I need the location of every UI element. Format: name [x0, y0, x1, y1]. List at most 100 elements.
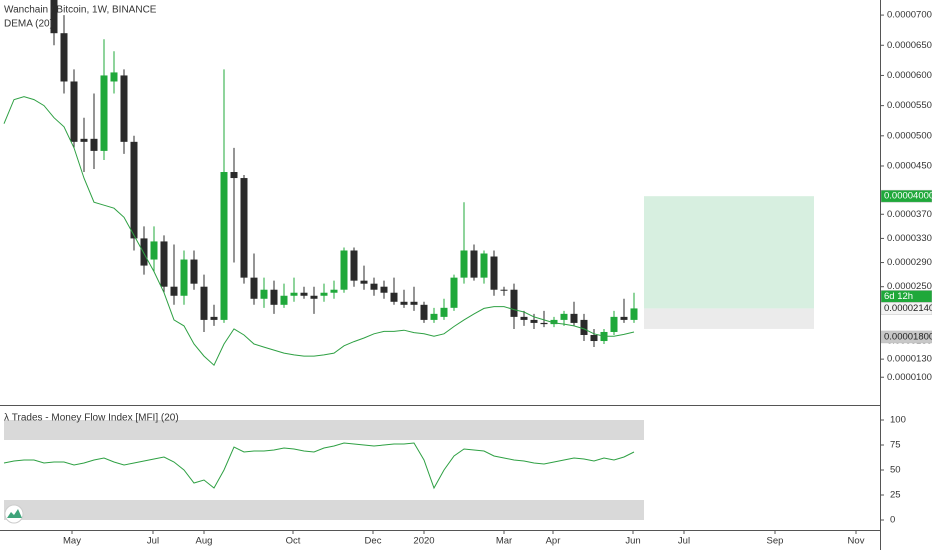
band: [4, 500, 644, 520]
x-tick-label: Aug: [196, 536, 213, 547]
stop-tag: 0.00001800: [884, 331, 932, 342]
candle-body: [400, 301, 408, 305]
candle-body: [70, 81, 78, 142]
y-tick-label: 50: [890, 465, 901, 476]
price-pane: [3, 0, 814, 367]
candle-body: [480, 253, 488, 278]
candle-body: [610, 316, 618, 332]
x-tick-label: Jul: [678, 536, 690, 547]
candle-body: [340, 250, 348, 290]
logo: [4, 504, 24, 524]
candle-body: [460, 250, 468, 278]
candle-body: [270, 289, 278, 305]
candle-body: [580, 319, 588, 335]
candle-body: [430, 313, 438, 320]
x-tick-label: Mar: [496, 536, 512, 547]
candle-body: [370, 283, 378, 290]
candle-body: [120, 75, 128, 142]
countdown-tag: 6d 12h: [884, 291, 913, 302]
candle-body: [530, 319, 538, 323]
target-tag: 0.00004000: [884, 191, 932, 202]
candle-body: [110, 72, 118, 82]
candle-body: [490, 256, 498, 290]
line: [3, 442, 635, 490]
candle-body: [500, 289, 508, 291]
candle-body: [50, 0, 58, 34]
x-tick-label: Jul: [147, 536, 159, 547]
candle-body: [470, 250, 478, 278]
chart-title: Wanchain / Bitcoin, 1W, BINANCE: [4, 5, 157, 16]
indicator-pane: [3, 420, 644, 520]
candle-body: [160, 241, 168, 287]
x-tick-label: May: [63, 536, 81, 547]
candle-body: [100, 75, 108, 151]
band: [4, 420, 644, 440]
x-tick-label: Oct: [286, 536, 301, 547]
candle-body: [360, 280, 368, 284]
candle-body: [550, 319, 558, 325]
x-tick-label: Apr: [546, 536, 561, 547]
x-tick-label: Nov: [848, 536, 865, 547]
candle-body: [310, 295, 318, 299]
candle-body: [330, 289, 338, 293]
candle-body: [280, 295, 288, 305]
candle-body: [210, 316, 218, 320]
y-tick-label: 75: [890, 440, 901, 451]
y-tick-label: 100: [890, 415, 906, 426]
candle-body: [520, 316, 528, 320]
x-tick-label: Jun: [625, 536, 640, 547]
entry-tag: 0.00002140: [884, 303, 932, 314]
candle-body: [320, 292, 328, 296]
candle-body: [390, 292, 398, 302]
candle-body: [90, 138, 98, 151]
profit-zone: [644, 196, 814, 309]
legend-entry: DEMA (20): [4, 19, 53, 30]
indicator-title: λ Trades - Money Flow Index [MFI] (20): [4, 413, 179, 424]
y-tick-label: 0: [890, 515, 895, 526]
candle-body: [510, 289, 518, 317]
candle-body: [220, 172, 228, 320]
y-tick-label: 0.00001000: [887, 372, 932, 383]
candle-body: [290, 292, 298, 296]
candle-body: [180, 259, 188, 296]
candle-body: [240, 178, 248, 278]
candle-body: [80, 138, 88, 142]
x-tick-label: 2020: [413, 536, 434, 547]
loss-zone: [644, 308, 814, 329]
candle-body: [620, 316, 628, 320]
candle-body: [200, 286, 208, 320]
candle-body: [440, 307, 448, 317]
candle-body: [190, 259, 198, 284]
y-tick-label: 25: [890, 490, 901, 501]
candle-body: [630, 308, 638, 320]
candle-body: [540, 322, 548, 325]
candle-body: [570, 313, 578, 323]
candle-body: [420, 304, 428, 320]
candle-body: [130, 141, 138, 239]
candle-body: [260, 289, 268, 299]
line: [3, 96, 635, 367]
candle-body: [590, 334, 598, 342]
x-tick-label: Dec: [365, 536, 382, 547]
candle-body: [350, 250, 358, 281]
candle-body: [250, 277, 258, 299]
x-tick-label: Sep: [767, 536, 784, 547]
candle-body: [170, 286, 178, 296]
candle-body: [300, 292, 308, 296]
candle-body: [140, 238, 148, 266]
candle-body: [150, 241, 158, 260]
candle-body: [60, 33, 68, 82]
candle-body: [410, 301, 418, 305]
